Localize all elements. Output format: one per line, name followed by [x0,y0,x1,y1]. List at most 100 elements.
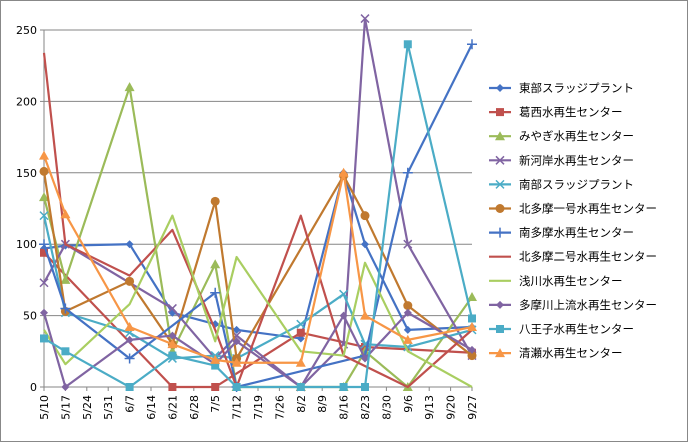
legend: 東部スラッジプラント葛西水再生センターみやぎ水再生センター新河岸水再生センター南… [489,81,657,360]
x-tick-label: 6/7 [124,395,137,413]
data-point [360,310,370,320]
series-line [43,17,473,389]
legend-label: 清瀬水再生センター [519,346,623,360]
data-point [61,347,70,356]
data-point [296,328,305,337]
data-point [210,196,220,206]
legend-label: 北多摩一号水再生センター [519,202,657,216]
legend-entry: 八王子水再生センター [489,322,634,336]
legend-entry: 北多摩二号水再生センター [489,250,657,264]
data-point [211,383,220,391]
series-line [43,252,473,389]
data-point [402,334,413,344]
x-tick-label: 8/30 [380,395,393,420]
data-point [468,345,476,354]
y-tick-label: 250 [16,24,37,37]
x-tick-label: 5/31 [102,395,115,420]
data-point [338,167,349,177]
x-tick-labels: 5/10 5/17 5/24 5/31 6/7 6/14 6/21 6/28 7/5 7/12 7/… [38,395,479,420]
x-tick-label: 6/21 [166,395,179,420]
data-point [210,287,221,298]
x-tick-label: 7/19 [252,395,265,420]
data-point [339,383,348,391]
x-tick-label: 7/26 [273,395,286,420]
series-11 [39,150,477,367]
x-tick-label: 8/2 [295,395,308,413]
legend-entry: 東部スラッジプラント [489,81,634,95]
legend-label: 新河岸水再生センター [519,153,634,167]
legend-entry: 北多摩一号水再生センター [489,202,657,216]
x-tick-label: 6/28 [188,395,201,420]
legend-label: みやぎ水再生センター [519,129,634,143]
data-point [167,339,178,349]
y-tick-label: 50 [23,310,37,323]
data-point [167,303,177,313]
data-point [467,292,477,302]
legend-entry: 新河岸水再生センター [489,153,634,167]
data-point [168,351,177,360]
data-point [403,239,413,249]
legend-marker [495,131,505,141]
data-point [124,82,135,92]
legend-marker [495,227,505,238]
data-point [467,322,477,332]
x-tick-label: 5/17 [59,395,72,420]
data-point [39,211,49,221]
series-2 [39,82,477,391]
x-tick-label: 6/14 [145,395,158,420]
series-7 [42,52,473,389]
y-tick-label: 100 [16,238,37,251]
x-tick-label: 5/10 [38,395,51,420]
x-tick-label: 7/5 [209,395,222,413]
legend-entry: 浅川水再生センター [489,274,623,288]
legend-label: 浅川水再生センター [519,274,623,288]
x-tick-label: 9/27 [466,395,479,420]
legend-label: 多摩川上流水再生センター [519,298,657,312]
legend-marker [495,155,505,165]
data-point [39,166,49,176]
data-point [125,383,134,391]
legend-marker [495,348,505,358]
data-point [60,274,71,284]
data-point [468,314,476,323]
legend-entry: 南部スラッジプラント [489,177,634,191]
x-tick-label: 8/23 [359,395,372,420]
data-point [295,357,306,367]
data-point [124,353,135,364]
data-point [40,248,48,257]
legend-marker [495,204,505,213]
legend-marker [495,179,505,189]
data-point [124,322,135,332]
legend-label: 南多摩水再生センター [519,226,634,240]
data-point [360,211,370,221]
data-point [360,14,370,24]
legend-marker [496,108,504,117]
data-point [39,192,49,202]
x-tick-label: 8/9 [316,395,329,413]
legend-label: 南部スラッジプラント [519,177,634,191]
data-point [339,311,348,320]
data-point [210,354,221,364]
data-point [39,278,49,288]
data-point [467,351,477,361]
data-point [168,383,177,391]
data-point [40,334,48,343]
x-tick-label: 9/6 [402,395,415,413]
x-tick-label: 9/20 [445,395,458,420]
legend-label: 八王子水再生センター [519,322,634,336]
series-3 [39,14,477,392]
legend-label: 北多摩二号水再生センター [519,250,657,264]
data-point [125,276,135,286]
y-tick-labels: 0 50 100 150 200 250 [16,24,37,394]
data-point [361,240,369,249]
data-point [40,308,48,317]
data-point [339,289,349,299]
series-line [42,52,473,389]
data-point [231,357,242,367]
data-point [61,383,70,391]
legend-entry: みやぎ水再生センター [489,129,634,143]
x-tick-label: 9/13 [423,395,436,420]
legend-label: 葛西水再生センター [519,105,623,119]
